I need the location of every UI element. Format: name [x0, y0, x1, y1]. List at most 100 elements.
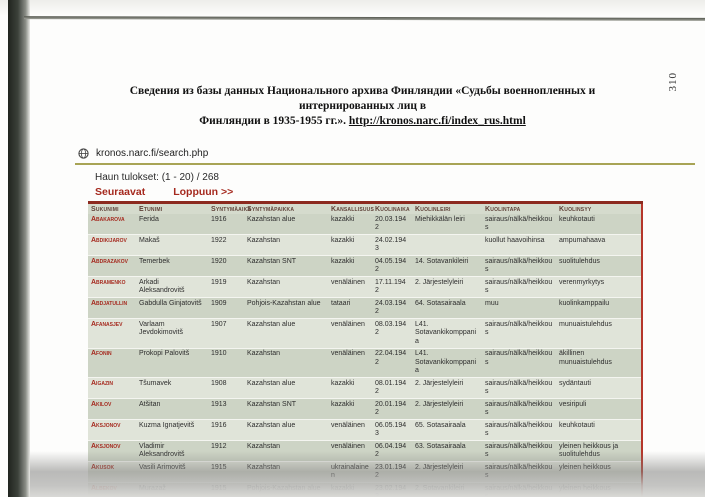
- last-page-link[interactable]: Loppuun >>: [173, 186, 234, 198]
- table-cell: sairaus/nälkä/heikkous: [485, 379, 553, 396]
- surname-link[interactable]: Abdikijarov: [91, 236, 127, 244]
- table-cell: Murazaž: [139, 484, 166, 492]
- table-cell: tataari: [331, 299, 351, 307]
- table-cell: venäläinen: [331, 278, 365, 286]
- table-cell: L41. Sotavankikomppania: [415, 350, 477, 374]
- table-row: Abramenko Arkadi Aleksandrovitš 1919 Kazahs…: [88, 276, 642, 298]
- table-cell: [412, 235, 482, 256]
- table-cell: 23.01.1942: [375, 463, 407, 480]
- surname-link[interactable]: Abdrazakov: [91, 257, 128, 265]
- results-table-body: Abakarova Ferida 1916 Kazahstan alue kazakki…: [88, 214, 642, 497]
- table-cell: sairaus/nälkä/heikkous: [485, 421, 553, 438]
- column-header: Kuolinsyy: [556, 202, 642, 214]
- table-cell: sairaus/nälkä/heikkous: [485, 484, 553, 497]
- table-cell: Arkadi Aleksandrovitš: [139, 278, 185, 295]
- table-cell: yleinen heikkous ja suolitulehdus: [559, 442, 619, 459]
- table-cell: venäläinen: [331, 421, 365, 429]
- surname-link[interactable]: Abramenko: [91, 278, 126, 286]
- table-cell: suolitulehdus: [559, 257, 600, 265]
- address-bar[interactable]: kronos.narc.fi/search.php: [78, 148, 208, 159]
- table-cell: 1920: [211, 257, 227, 265]
- table-cell: 20.01.1942: [375, 400, 407, 417]
- surname-link[interactable]: Abdjatullin: [91, 299, 128, 307]
- table-cell: Pohjois-Kazahstan alue: [247, 299, 321, 307]
- table-cell: 1919: [211, 278, 227, 286]
- table-cell: kuollut haavoihinsa: [485, 236, 545, 244]
- table-cell: Temerbek: [139, 257, 170, 265]
- page-number: 310: [667, 72, 679, 92]
- column-header: Syntymäpaikka: [244, 202, 328, 214]
- globe-icon: [78, 148, 89, 159]
- document-title-line1: Сведения из базы данных Национального ар…: [129, 85, 596, 112]
- surname-link[interactable]: Akilov: [91, 400, 112, 408]
- scan-edge-top: [23, 16, 705, 21]
- table-cell: venäläinen: [331, 350, 365, 357]
- table-cell: 04.05.1942: [375, 257, 407, 274]
- results-table-wrap: Sukunimi Etunimi Syntymäaika Syntymäpaikka K…: [88, 201, 643, 497]
- table-cell: 1915: [211, 463, 227, 471]
- url-text: kronos.narc.fi/search.php: [96, 148, 209, 159]
- table-cell: 2. Järjestelyleiri: [415, 278, 464, 286]
- table-cell: 20.03.1942: [375, 215, 407, 232]
- table-cell: Kazahstan alue: [247, 421, 296, 429]
- table-cell: äkillinen munuaistulehdus: [559, 350, 612, 366]
- table-cell: Tšumavek: [139, 379, 172, 387]
- table-cell: Kazahstan: [247, 442, 281, 450]
- table-cell: 2. Järjestelyleiri: [415, 463, 464, 471]
- surname-link[interactable]: Abakarova: [91, 215, 125, 223]
- table-cell: 08.01.1942: [375, 379, 407, 396]
- scan-edge-left: [8, 0, 30, 497]
- table-cell: sairaus/nälkä/heikkous: [485, 320, 553, 337]
- table-cell: verenmyrkytys: [559, 278, 605, 286]
- table-cell: venäläinen: [331, 320, 365, 328]
- table-cell: kuolinkamppailu: [559, 299, 610, 307]
- table-cell: kazakki: [331, 215, 355, 223]
- column-header: Syntymäaika: [208, 202, 251, 214]
- table-cell: 65. Sotasairaala: [415, 421, 466, 429]
- table-cell: yleinen heikkous: [559, 484, 611, 492]
- table-cell: 1909: [211, 299, 227, 307]
- document-title: Сведения из базы данных Национального ар…: [90, 84, 635, 129]
- surname-link[interactable]: Aksjonov: [91, 421, 121, 429]
- table-cell: 23.02.1942: [375, 484, 407, 497]
- table-row: Akilov Atšitan 1913 Kazahstan SNT kazakki 20.…: [88, 398, 642, 420]
- surname-link[interactable]: Albekov: [91, 484, 117, 492]
- surname-link[interactable]: Aigazin: [91, 379, 113, 387]
- table-cell: ampumahaava: [559, 236, 606, 244]
- table-cell: Atšitan: [139, 400, 161, 408]
- table-cell: kazakki: [331, 236, 355, 244]
- column-header: Kuolinleiri: [412, 202, 482, 214]
- table-row: Albekov Murazaž 1915 Pohjois-Kazahstan alue…: [88, 482, 642, 497]
- table-cell: Kazahstan: [247, 236, 281, 244]
- table-cell: Kazahstan SNT: [247, 257, 297, 265]
- table-cell: munuaistulehdus: [559, 320, 612, 328]
- table-cell: 1913: [211, 400, 227, 408]
- table-cell: 1916: [211, 215, 227, 223]
- table-row: Aksjonov Kuzma Ignatjevitš 1916 Kazahstan a…: [88, 419, 642, 441]
- table-cell: Vladimir Aleksandrovitš: [139, 442, 185, 459]
- table-row: Akusok Vasili Arimovitš 1915 Kazahstan ukrai…: [88, 461, 642, 483]
- table-cell: 1922: [211, 236, 227, 244]
- table-cell: 14. Sotavankileiri: [415, 257, 469, 265]
- next-page-link[interactable]: Seuraavat: [95, 186, 146, 198]
- surname-link[interactable]: Afanasjev: [91, 320, 123, 328]
- table-cell: 1908: [211, 379, 227, 387]
- column-header: Etunimi: [136, 202, 208, 214]
- table-cell: kazakki: [331, 379, 355, 387]
- table-cell: sairaus/nälkä/heikkous: [485, 442, 553, 459]
- surname-link[interactable]: Akusok: [91, 463, 115, 471]
- column-header: Kuolinaika: [372, 202, 412, 214]
- table-cell: Kazahstan alue: [247, 379, 296, 387]
- surname-link[interactable]: Aksjonov: [91, 442, 121, 450]
- table-row: Abdikijarov Makaš 1922 Kazahstan kazakki 24.0…: [88, 234, 642, 256]
- table-cell: 24.03.1942: [375, 299, 407, 316]
- table-cell: 22.04.1942: [375, 350, 407, 366]
- table-cell: vesiripuli: [559, 400, 587, 408]
- address-bar-divider: [75, 163, 695, 165]
- archive-url-link[interactable]: http://kronos.narc.fi/index_rus.html: [348, 115, 526, 127]
- table-cell: 2. Sotavankileiri: [415, 484, 465, 492]
- surname-link[interactable]: Afonin: [91, 350, 112, 357]
- column-header: Kuolintapa: [482, 202, 556, 214]
- results-summary: Haun tulokset: (1 - 20) / 268: [95, 172, 219, 183]
- table-row: Abdjatullin Gabdulla Ginjatovitš 1909 Pohjo…: [88, 297, 642, 319]
